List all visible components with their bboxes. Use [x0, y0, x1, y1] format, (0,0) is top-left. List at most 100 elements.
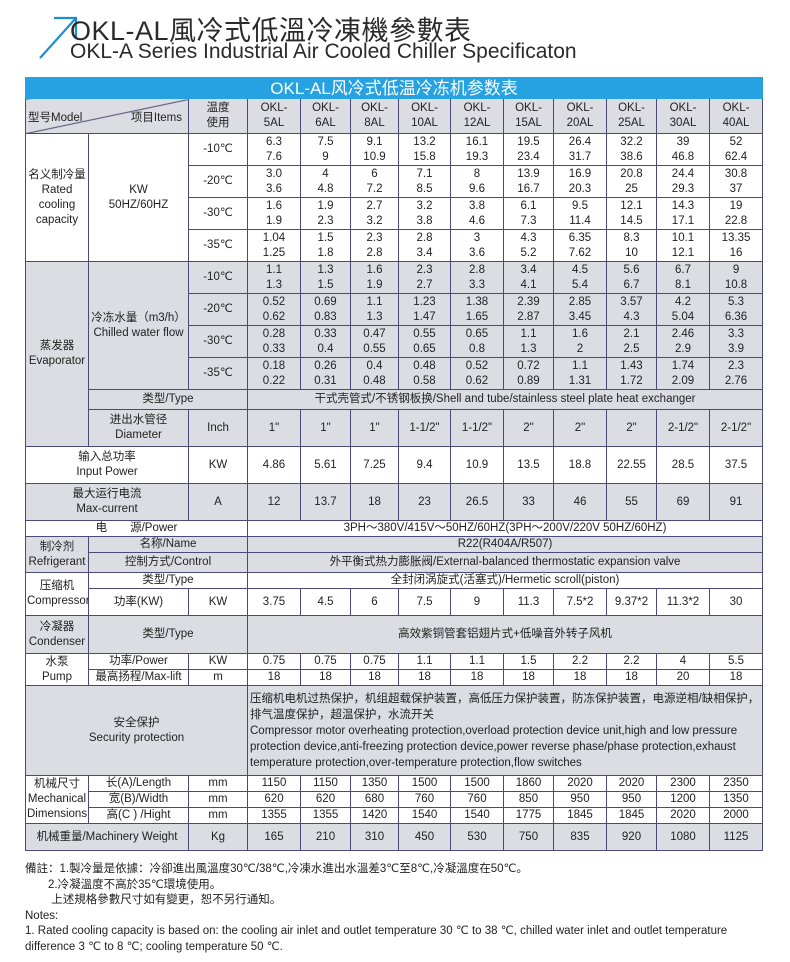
table-cell: Kg [188, 823, 248, 851]
value-cell: 6.7 8.1 [656, 261, 710, 294]
capacity-row: -35℃ 1.04 1.25 1.5 1.8 2.3 2.8 2.8 3.4 3 3.6 4… [26, 229, 764, 262]
value-cell: 1.6 2 [553, 325, 607, 358]
value-cell: 4 [656, 653, 710, 670]
table-cell: 类型/Type [88, 615, 248, 654]
value-cell: 2.3 2.7 [398, 261, 451, 294]
model-header: OKL- 20AL [553, 98, 607, 134]
value-cell: 91 [708, 483, 764, 521]
table-cell: mm [188, 807, 248, 824]
dimension-row: 宽(B)/Width mm 620 620 680 760 760 850 950 950 1200… [26, 791, 764, 808]
model-items-header: 型号Model 项目Items [25, 98, 189, 134]
value-cell: 2000 [708, 807, 764, 824]
value-cell: 1.1 [398, 653, 451, 670]
value-cell: 1.6 1.9 [247, 197, 301, 230]
evaporator-row: -20℃ 0.52 0.62 0.69 0.83 1.1 1.3 1.23 1.47 1.… [26, 293, 764, 326]
value-cell: 0.28 0.33 [247, 325, 301, 358]
value-cell: 4.5 5.4 [553, 261, 607, 294]
table-title: OKL-AL风冷式低温冷冻机参数表 [24, 77, 764, 99]
value-cell: 3.2 3.8 [398, 197, 451, 230]
table-cell: KW [188, 588, 248, 616]
spec-table: OKL-AL风冷式低温冷冻机参数表 型号Model 项目Items 温度 使用 OKL-… [24, 77, 764, 851]
temp-header: 温度 使用 [188, 98, 248, 134]
value-cell: 19.5 23.4 [503, 133, 554, 166]
value-cell: 11.3 [503, 588, 554, 616]
value-cell: 19 22.8 [708, 197, 764, 230]
value-cell: 620 [300, 791, 351, 808]
header-row: 型号Model 项目Items 温度 使用 OKL- 5AL OKL- 6AL OKL- … [25, 98, 764, 134]
table-cell: 类型/Type [88, 572, 248, 589]
value-cell: 2.85 3.45 [553, 293, 607, 326]
value-cell: 18 [553, 669, 607, 686]
value-cell: 55 [606, 483, 657, 521]
note-line: difference 3 ℃ to 8 ℃; cooling temperatu… [25, 940, 283, 953]
note-line: Notes: [25, 909, 59, 922]
value-cell: 30 [708, 588, 764, 616]
table-cell: 最大运行电流 Max-current [25, 483, 189, 521]
value-cell: 0.65 0.8 [450, 325, 504, 358]
value-cell: 1150 [247, 775, 301, 792]
value-cell: 0.18 0.22 [247, 357, 301, 390]
value-cell: 0.72 0.89 [503, 357, 554, 390]
value-cell: 4.3 5.2 [503, 229, 554, 262]
model-header: OKL- 30AL [656, 98, 710, 134]
value-cell: 12.1 14.5 [606, 197, 657, 230]
value-cell: 1.74 2.09 [656, 357, 710, 390]
capacity-row: 名义制冷量 Rated cooling capacity KW 50HZ/60HZ… [25, 133, 764, 262]
dimensions-label: 机械尺寸 Mechanical Dimensions [25, 775, 89, 824]
table-cell: 3PH～380V/415V～50HZ/60HZ(3PH～200V/220V 50… [246, 520, 764, 537]
table-cell: 功率(KW) [88, 588, 189, 616]
value-cell: 1845 [553, 807, 607, 824]
table-cell: 宽(B)/Width [88, 791, 189, 808]
value-cell: 1200 [656, 791, 710, 808]
evaporator-type-row: 类型/Type 干式壳管式/不锈钢板换/Shell and tube/stainl… [26, 389, 764, 410]
value-cell: 1775 [503, 807, 554, 824]
value-cell: 1150 [300, 775, 351, 792]
value-cell: 165 [247, 823, 301, 851]
model-header: OKL- 12AL [450, 98, 504, 134]
value-cell: 0.55 0.65 [398, 325, 451, 358]
table-cell: 功率/Power [88, 653, 189, 670]
value-cell: 13.2 15.8 [398, 133, 451, 166]
value-cell: 2300 [656, 775, 710, 792]
value-cell: 2" [553, 409, 607, 447]
value-cell: 52 62.4 [708, 133, 764, 166]
value-cell: 18 [708, 669, 764, 686]
value-cell: 7.5 [398, 588, 451, 616]
value-cell: 2020 [606, 775, 657, 792]
value-cell: 6.35 7.62 [553, 229, 607, 262]
value-cell: 0.75 [350, 653, 399, 670]
value-cell: 2.46 2.9 [656, 325, 710, 358]
value-cell: 9.5 11.4 [553, 197, 607, 230]
value-cell: 6 [350, 588, 399, 616]
value-cell: 1540 [450, 807, 504, 824]
evaporator-row: -35℃ 0.18 0.22 0.26 0.31 0.4 0.48 0.48 0.58 0… [26, 357, 764, 390]
value-cell: 1350 [708, 791, 764, 808]
value-cell: 28.5 [656, 446, 710, 484]
value-cell: 3.0 3.6 [247, 165, 301, 198]
table-cell: mm [188, 775, 248, 792]
value-cell: 16.9 20.3 [553, 165, 607, 198]
value-cell: 1.5 1.8 [300, 229, 351, 262]
value-cell: 7.5*2 [553, 588, 607, 616]
value-cell: 8.3 10 [606, 229, 657, 262]
value-cell: 1080 [656, 823, 710, 851]
value-cell: 2.7 3.2 [350, 197, 399, 230]
table-cell: 水泵 Pump [25, 653, 89, 686]
value-cell: 5.5 [708, 653, 764, 670]
value-cell: 22.55 [606, 446, 657, 484]
value-cell: 1350 [350, 775, 399, 792]
value-cell: 2.8 3.3 [450, 261, 504, 294]
table-cell: 长(A)/Length [88, 775, 189, 792]
value-cell: 2.8 3.4 [398, 229, 451, 262]
table-cell: 类型/Type [88, 389, 248, 410]
page-title: OKL-AL風冷式低溫冷凍機參數表 [70, 16, 472, 46]
temp-cell: -35℃ [188, 357, 248, 390]
value-cell: 0.75 [300, 653, 351, 670]
value-cell: 6.1 7.3 [503, 197, 554, 230]
value-cell: 18 [450, 669, 504, 686]
value-cell: 16.1 19.3 [450, 133, 504, 166]
value-cell: 2.2 [606, 653, 657, 670]
compressor-power-row: 功率(KW) KW 3.75 4.5 6 7.5 9 11.3 7.5*2 9.37*2 11.3*… [26, 588, 764, 616]
value-cell: 32.2 38.6 [606, 133, 657, 166]
value-cell: 18 [398, 669, 451, 686]
